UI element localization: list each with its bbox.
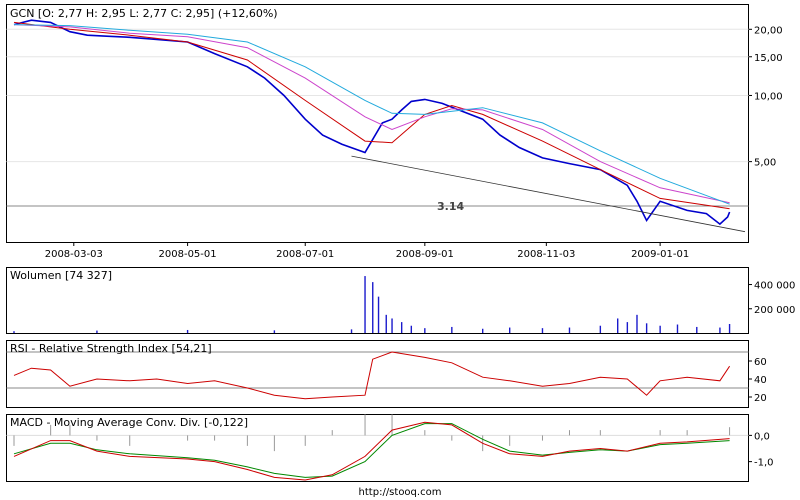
rsi-line bbox=[13, 351, 731, 400]
price-series-trend bbox=[351, 155, 746, 233]
price-panel-title: GCN [O: 2,77 H: 2,95 L: 2,77 C: 2,95] (+… bbox=[10, 7, 278, 20]
price-series-ma_mid bbox=[13, 24, 730, 204]
volume-y-tick-label: 200 000 bbox=[754, 305, 795, 316]
rsi-y-tick-label: 60 bbox=[754, 357, 767, 368]
price-series-ma_long bbox=[13, 24, 730, 205]
macd-y-tick-label: -1,0 bbox=[754, 458, 774, 469]
x-tick-label: 2008-11-03 bbox=[517, 249, 575, 260]
macd-y-tick-label: 0,0 bbox=[754, 431, 770, 442]
x-tick-label: 2009-01-01 bbox=[631, 249, 689, 260]
volume-panel bbox=[6, 267, 749, 334]
price-y-tick-label: 20,00 bbox=[754, 25, 783, 36]
volume-panel-title: Wolumen [74 327] bbox=[10, 269, 112, 282]
x-tick-label: 2008-03-03 bbox=[45, 249, 103, 260]
price-series-ma_short bbox=[13, 21, 730, 210]
price-panel bbox=[6, 4, 749, 243]
macd-signal-line bbox=[13, 423, 730, 478]
price-y-tick-label: 5,00 bbox=[754, 158, 776, 169]
rsi-y-tick-label: 20 bbox=[754, 393, 767, 404]
macd-line bbox=[13, 421, 730, 481]
macd-panel-title: MACD - Moving Average Conv. Div. [-0,122… bbox=[10, 416, 248, 429]
rsi-panel-title: RSI - Relative Strength Index [54,21] bbox=[10, 342, 212, 355]
footer-url[interactable]: http://stooq.com bbox=[359, 487, 442, 498]
price-y-tick-label: 10,00 bbox=[754, 91, 783, 102]
price-series-close bbox=[13, 19, 731, 226]
macd-panel bbox=[6, 414, 749, 482]
price-y-tick-label: 15,00 bbox=[754, 53, 783, 64]
volume-y-tick-label: 400 000 bbox=[754, 281, 795, 292]
x-tick-label: 2008-09-01 bbox=[396, 249, 454, 260]
x-tick-label: 2008-07-01 bbox=[276, 249, 334, 260]
rsi-y-tick-label: 40 bbox=[754, 375, 767, 386]
x-tick-label: 2008-05-01 bbox=[159, 249, 217, 260]
support-level-annotation: 3.14 bbox=[437, 200, 464, 213]
